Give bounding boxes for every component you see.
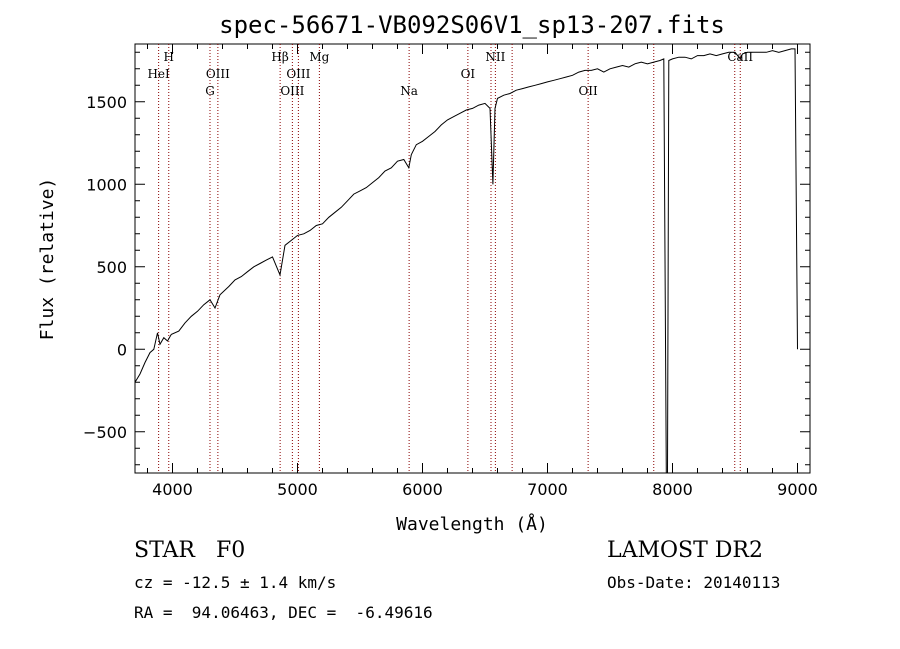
- spectral-line-label: NII: [485, 50, 505, 64]
- ra-dec: RA = 94.06463, DEC = -6.49616: [134, 603, 433, 622]
- x-tick-label: 9000: [777, 480, 818, 499]
- spectral-line-label: H: [164, 50, 174, 64]
- spectral-line-label: Mg: [309, 50, 329, 64]
- x-tick-label: 7000: [527, 480, 568, 499]
- x-tick-label: 4000: [152, 480, 193, 499]
- spectral-line-label: OI: [461, 67, 476, 81]
- y-tick-label: 1500: [86, 93, 127, 112]
- y-tick-label: 500: [96, 258, 127, 277]
- redshift-cz: cz = -12.5 ± 1.4 km/s: [134, 573, 337, 592]
- y-axis-label: Flux (relative): [37, 178, 58, 341]
- flux-line: [134, 48, 798, 474]
- y-tick-label: 0: [117, 340, 127, 359]
- spectral-line-label: Na: [400, 84, 418, 98]
- x-axis-label: Wavelength (Å): [396, 513, 548, 535]
- axes-frame: 4000 5000 6000 7000 8000 9000 −500 0 500 1000 1500: [83, 43, 818, 499]
- spectral-line-label: G: [205, 84, 215, 98]
- spectral-line-label: OIII: [206, 67, 230, 81]
- y-tick-label: 1000: [86, 175, 127, 194]
- spectral-line-label: Hβ: [271, 50, 288, 64]
- spectral-line-label: OII: [578, 84, 598, 98]
- x-tick-label: 5000: [277, 480, 318, 499]
- y-tick-label: −500: [83, 423, 127, 442]
- spectral-line-label: HeI: [147, 67, 170, 81]
- x-tick-label: 6000: [402, 480, 443, 499]
- flux-series: [134, 48, 798, 474]
- obs-date: Obs-Date: 20140113: [607, 573, 781, 592]
- object-class: STAR F0: [134, 538, 246, 563]
- chart-title: spec-56671-VB092S06V1_sp13-207.fits: [219, 11, 725, 39]
- line-markers: HeI H G OIII Hβ OIII OIII Mg Na OI NII OII CaII: [147, 44, 753, 473]
- x-tick-label: 8000: [652, 480, 693, 499]
- spectral-line-label: OIII: [280, 84, 304, 98]
- survey-name: LAMOST DR2: [607, 538, 763, 563]
- spectral-line-label: OIII: [286, 67, 310, 81]
- spectral-line-label: CaII: [727, 50, 753, 64]
